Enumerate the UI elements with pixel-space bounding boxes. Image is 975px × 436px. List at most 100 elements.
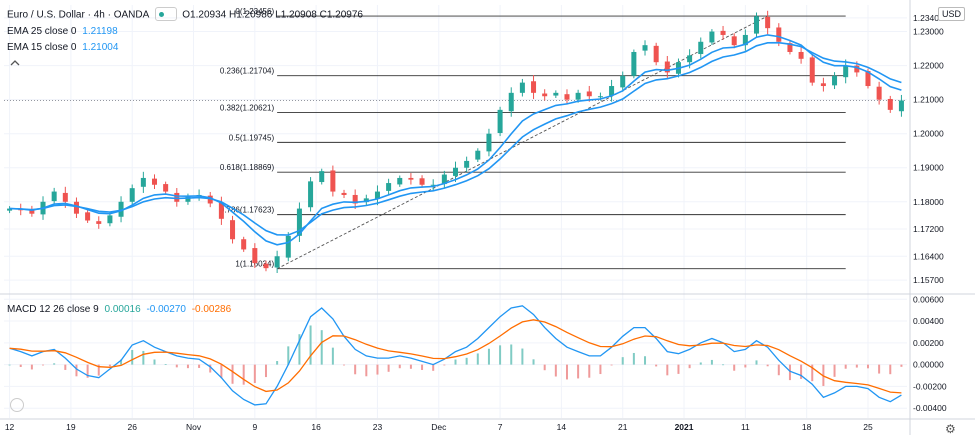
ema25-label: EMA 25 close 0: [7, 26, 77, 37]
candle-body: [687, 55, 693, 63]
candle-body: [865, 71, 871, 87]
macd-histogram-bar: [175, 364, 178, 368]
macd-histogram-bar: [287, 346, 290, 365]
candle-body: [508, 92, 514, 112]
macd-tick-label: 0.00000: [913, 360, 944, 370]
fib-level-label: 0(1.23456): [235, 7, 274, 16]
macd-histogram-bar: [186, 364, 189, 369]
macd-histogram-bar: [398, 364, 401, 369]
macd-histogram-bar: [432, 364, 435, 371]
macd-histogram-bar: [443, 364, 446, 366]
ema15-legend[interactable]: EMA 15 close 0 1.21004: [7, 42, 118, 53]
candle-body: [374, 191, 380, 200]
candle-body: [809, 57, 815, 83]
gear-icon[interactable]: ⚙: [945, 422, 956, 436]
macd-histogram-bar: [409, 364, 412, 369]
macd-histogram-bar: [30, 364, 33, 370]
macd-histogram-bar: [866, 364, 869, 369]
time-tick-label: 7: [498, 422, 503, 432]
candle-body: [475, 150, 481, 160]
macd-value-histogram: 0.00016: [104, 304, 141, 315]
candle-body: [898, 100, 904, 112]
macd-histogram-bar: [610, 364, 613, 366]
macd-histogram-bar: [666, 364, 669, 376]
macd-histogram-bar: [677, 364, 680, 374]
macd-histogram-bar: [811, 364, 814, 382]
macd-histogram-bar: [588, 364, 591, 378]
price-tick-label: 1.16400: [913, 251, 944, 261]
macd-histogram-bar: [86, 364, 89, 378]
macd-histogram-bar: [632, 352, 635, 365]
compare-toggle-icon[interactable]: [154, 7, 177, 21]
fib-level-label: 0.382(1.20621): [220, 104, 275, 113]
macd-histogram-bar: [844, 364, 847, 369]
macd-histogram-bar: [499, 345, 502, 365]
fib-level-label: 0.618(1.18869): [220, 163, 275, 172]
macd-histogram-bar: [19, 364, 22, 367]
candle-body: [85, 212, 91, 221]
candle-body: [720, 30, 726, 35]
ema25-legend[interactable]: EMA 25 close 0 1.21198: [7, 26, 118, 37]
candle-body: [597, 96, 603, 98]
macd-tick-label: 0.00400: [913, 316, 944, 326]
candle-body: [252, 248, 258, 264]
macd-histogram-bar: [309, 325, 312, 365]
candle-body: [631, 51, 637, 76]
candle-body: [274, 256, 280, 268]
time-tick-label: 23: [373, 422, 383, 432]
macd-histogram-bar: [744, 364, 747, 368]
price-candles: [7, 10, 904, 274]
candle-body: [296, 208, 302, 236]
macd-histogram-bar: [97, 364, 100, 376]
macd-histogram-bar: [354, 364, 357, 375]
currency-button[interactable]: USD: [938, 7, 966, 21]
symbol-title[interactable]: Euro / U.S. Dollar · 4h · OANDA: [7, 9, 149, 21]
macd-histogram-bar: [521, 348, 524, 365]
candle-body: [386, 183, 392, 191]
collapse-legend-icon[interactable]: [10, 60, 20, 66]
fib-level-label: 0.786(1.17623): [220, 206, 275, 215]
candle-body: [553, 92, 559, 96]
macd-histogram-bar: [644, 356, 647, 365]
candle-body: [174, 192, 180, 202]
ema25-value: 1.21198: [82, 26, 118, 37]
candle-body: [854, 65, 860, 73]
macd-tick-label: 0.00200: [913, 338, 944, 348]
macd-histogram-bar: [565, 364, 568, 380]
macd-histogram-bar: [220, 364, 223, 379]
candle-body: [843, 65, 849, 78]
candle-body: [698, 41, 704, 55]
macd-histogram-bar: [365, 364, 368, 377]
macd-line: [9, 305, 902, 406]
candle-body: [285, 235, 291, 258]
candle-body: [753, 16, 760, 34]
macd-histogram-bar: [543, 364, 546, 371]
macd-histogram-bar: [699, 362, 702, 365]
macd-histogram-bar: [454, 359, 457, 365]
macd-histogram-bar: [131, 349, 134, 365]
time-tick-label: 2021: [675, 422, 694, 432]
fib-level-label: 0.5(1.19745): [229, 133, 275, 142]
macd-histogram-bar: [599, 364, 602, 375]
macd-histogram-bar: [387, 364, 390, 372]
time-tick-label: 19: [66, 422, 76, 432]
macd-label: MACD 12 26 close 9: [7, 304, 99, 315]
signal-line: [9, 319, 902, 394]
macd-histogram-bar: [53, 363, 56, 365]
ema15-value: 1.21004: [82, 42, 119, 53]
candle-body: [230, 220, 236, 240]
macd-legend[interactable]: MACD 12 26 close 9 0.00016 -0.00270 -0.0…: [7, 304, 231, 315]
macd-histogram-bar: [833, 364, 836, 377]
macd-value-signal: -0.00286: [191, 304, 232, 315]
candle-body: [586, 91, 592, 97]
macd-histogram-bar: [855, 364, 858, 368]
symbol-legend: Euro / U.S. Dollar · 4h · OANDA O1.20934…: [7, 7, 363, 22]
candle-body: [207, 195, 213, 204]
candle-body: [341, 192, 347, 195]
eye-icon[interactable]: [10, 398, 24, 412]
price-tick-label: 1.20000: [913, 129, 944, 139]
macd-histogram-bar: [621, 357, 624, 365]
macd-tick-label: -0.00200: [913, 381, 947, 391]
time-tick-label: Dec: [431, 422, 447, 432]
